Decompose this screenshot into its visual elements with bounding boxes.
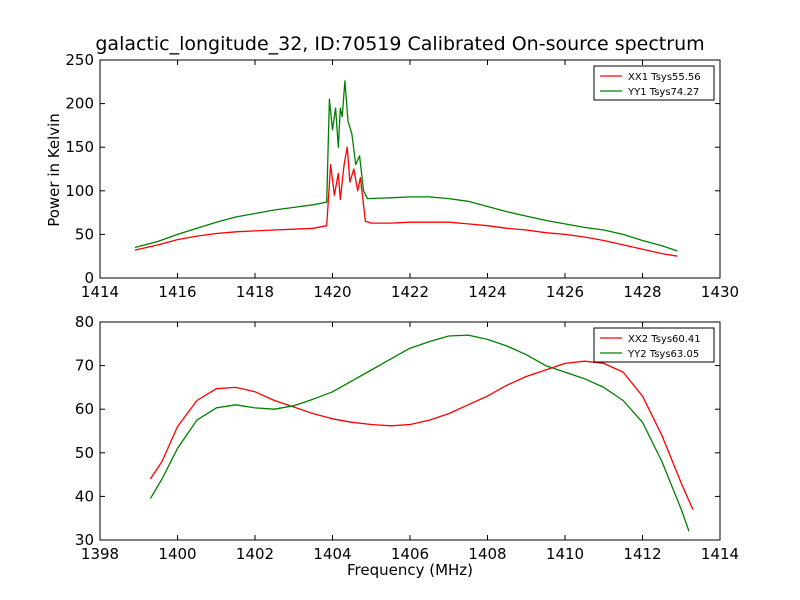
bottom-x-axis-label: Frequency (MHz) — [346, 561, 474, 579]
top-legend-label-1: XX1 Tsys55.56 — [628, 72, 701, 83]
top-legend — [593, 65, 715, 101]
top-x-tick-label: 1418 — [236, 283, 274, 301]
bottom-x-tick-label: 1398 — [81, 545, 119, 563]
bottom-series-line-2 — [149, 334, 690, 532]
top-legend-label-2: YY1 Tsys74.27 — [627, 87, 699, 98]
bottom-x-tick-label: 1412 — [623, 545, 661, 563]
top-x-tick-label: 1420 — [313, 283, 351, 301]
top-x-tick-label: 1414 — [81, 283, 119, 301]
top-series-line-2 — [134, 80, 678, 252]
bottom-y-tick-label: 40 — [75, 487, 94, 505]
bottom-x-tick-label: 1408 — [468, 545, 506, 563]
bottom-y-tick-label: 80 — [75, 313, 94, 331]
top-y-tick-label: 50 — [75, 225, 94, 243]
top-x-tick-label: 1416 — [158, 283, 196, 301]
top-y-tick-label: 150 — [65, 138, 94, 156]
top-x-tick-label: 1426 — [546, 283, 584, 301]
top-y-tick-label: 0 — [84, 269, 94, 287]
bottom-legend — [593, 327, 715, 363]
bottom-x-tick-label: 1402 — [236, 545, 274, 563]
top-y-tick-label: 200 — [65, 95, 94, 113]
top-x-tick-label: 1430 — [701, 283, 739, 301]
bottom-y-tick-label: 70 — [75, 357, 94, 375]
bottom-legend-label-1: XX2 Tsys60.41 — [628, 334, 701, 345]
top-x-tick-label: 1428 — [623, 283, 661, 301]
chart-title: galactic_longitude_32, ID:70519 Calibrat… — [95, 33, 705, 55]
bottom-y-tick-label: 60 — [75, 400, 94, 418]
top-series-line-1 — [134, 146, 678, 257]
bottom-y-tick-label: 50 — [75, 444, 94, 462]
bottom-x-tick-label: 1414 — [701, 545, 739, 563]
bottom-series-line-1 — [149, 360, 694, 510]
bottom-x-tick-label: 1400 — [158, 545, 196, 563]
bottom-y-tick-label: 30 — [75, 531, 94, 549]
top-y-tick-label: 100 — [65, 182, 94, 200]
top-x-tick-label: 1424 — [468, 283, 506, 301]
bottom-legend-label-2: YY2 Tsys63.05 — [627, 349, 699, 360]
bottom-x-tick-label: 1410 — [546, 545, 584, 563]
top-x-tick-label: 1422 — [391, 283, 429, 301]
bottom-x-tick-label: 1404 — [313, 545, 351, 563]
top-y-tick-label: 250 — [65, 51, 94, 69]
bottom-x-tick-label: 1406 — [391, 545, 429, 563]
